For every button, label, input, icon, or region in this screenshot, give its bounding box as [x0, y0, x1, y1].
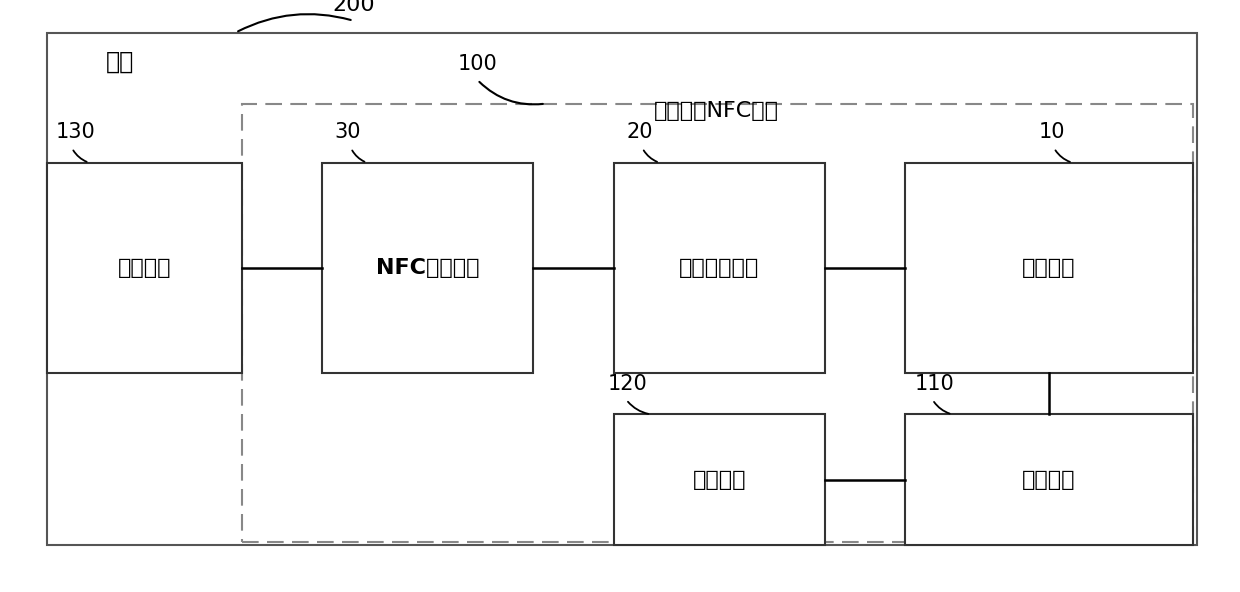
Text: 120: 120: [608, 374, 647, 394]
FancyBboxPatch shape: [905, 414, 1193, 545]
FancyBboxPatch shape: [905, 163, 1193, 373]
Text: 130: 130: [56, 122, 95, 142]
Text: 30: 30: [335, 122, 361, 142]
Text: 20: 20: [626, 122, 652, 142]
FancyBboxPatch shape: [322, 163, 533, 373]
Text: 馈电端子: 馈电端子: [1022, 258, 1076, 278]
FancyBboxPatch shape: [47, 163, 242, 373]
FancyBboxPatch shape: [614, 163, 825, 373]
Text: 控制单元: 控制单元: [118, 258, 172, 278]
Text: 200: 200: [332, 0, 374, 15]
Text: 100: 100: [458, 54, 497, 74]
Text: 10: 10: [1039, 122, 1065, 142]
Text: 终端: 终端: [105, 50, 134, 74]
Text: 110: 110: [915, 374, 955, 394]
Text: 近场通信NFC电路: 近场通信NFC电路: [655, 101, 779, 121]
FancyBboxPatch shape: [614, 414, 825, 545]
Text: 信号屏蔽单元: 信号屏蔽单元: [680, 258, 759, 278]
Text: 目标天线: 目标天线: [1022, 469, 1076, 490]
Text: 无线单元: 无线单元: [692, 469, 746, 490]
Text: NFC控制单元: NFC控制单元: [376, 258, 480, 278]
